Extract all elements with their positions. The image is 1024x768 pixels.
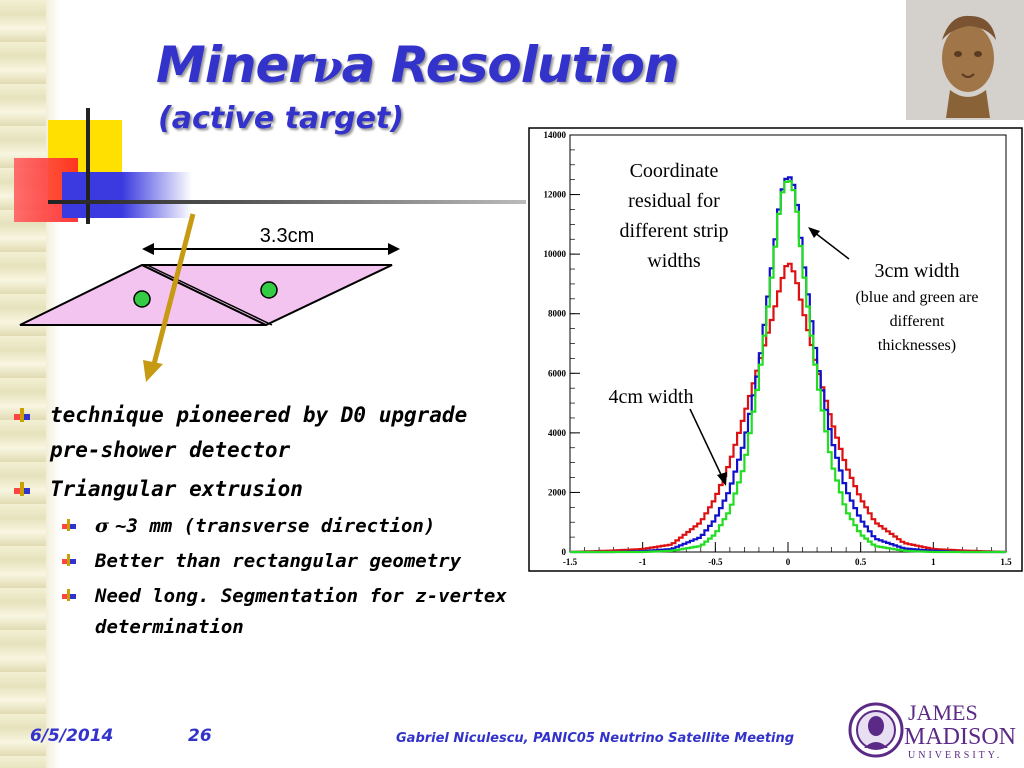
bullet-icon xyxy=(14,482,30,496)
resolution-histogram-chart: 0 2000 4000 6000 8000 10000 12000 14000 -1.5 -1 -0… xyxy=(528,127,1023,572)
ann-3cm-note-line: (blue and green are xyxy=(855,289,978,306)
y-tick-label: 0 xyxy=(562,547,567,557)
strip-detector-diagram: 3.3cm xyxy=(19,213,400,382)
sigma-symbol: σ xyxy=(95,515,110,537)
sub-bullet-item: Better than rectangular geometry xyxy=(14,546,514,577)
annotation-3cm: 3cm width xyxy=(875,260,960,282)
decorative-horizontal-line xyxy=(48,200,526,204)
decorative-vertical-line xyxy=(86,108,90,224)
title-part-1: Miner xyxy=(156,36,313,94)
series-group xyxy=(570,176,1006,554)
x-tick-label: -1.5 xyxy=(563,557,578,567)
sub-bullet-item: σ ~3 mm (transverse direction) xyxy=(14,511,514,542)
fiber-left xyxy=(133,290,151,308)
portrait-image xyxy=(906,0,1024,120)
sub-bullet-icon xyxy=(62,519,76,531)
particle-track-line xyxy=(150,213,196,369)
x-tick-label: -1 xyxy=(639,557,647,567)
particle-track-arrow xyxy=(143,360,163,382)
ann-4cm-line: 4cm width xyxy=(609,386,694,408)
y-tick-label: 6000 xyxy=(548,368,567,378)
slide-title: Minerνa Resolution xyxy=(156,36,679,94)
bullet-list: technique pioneered by D0 upgrade pre-sh… xyxy=(14,398,514,647)
y-tick-label: 10000 xyxy=(544,249,567,259)
footer-date: 6/5/2014 xyxy=(30,726,114,746)
decorative-left-strip xyxy=(0,0,60,768)
x-tick-label: 0.5 xyxy=(855,557,867,567)
ann-main-line: Coordinate xyxy=(630,160,719,182)
bullet-item: technique pioneered by D0 upgrade pre-sh… xyxy=(14,398,514,468)
fiber-right xyxy=(260,281,278,299)
decorative-blue-square xyxy=(62,172,192,218)
footer-page-number: 26 xyxy=(188,726,212,746)
jmu-logo: JAMES MADISON UNIVERSITY. xyxy=(848,700,1016,761)
y-tick-label: 4000 xyxy=(548,428,567,438)
sub-bullet-text: Better than rectangular geometry xyxy=(95,550,462,572)
dimension-arrow-left xyxy=(142,243,154,255)
x-tick-label: 1 xyxy=(931,557,936,567)
dimension-arrow-right xyxy=(388,243,400,255)
sub-bullet-item: Need long. Segmentation for z-vertex det… xyxy=(14,581,514,643)
ann-3cm-note-line: different xyxy=(890,313,945,330)
series-line-2 xyxy=(570,180,1006,554)
sub-bullet-text: ~3 mm (transverse direction) xyxy=(115,515,436,537)
bullet-text: Triangular extrusion xyxy=(50,477,303,501)
arrow-4cm-head xyxy=(717,472,727,486)
bullet-icon xyxy=(14,408,30,422)
title-nu: ν xyxy=(312,42,343,93)
arrow-4cm-line xyxy=(689,408,725,482)
slide-subtitle: (active target) xyxy=(158,101,404,136)
chart-frame-border xyxy=(528,127,1023,572)
ann-main-line: residual for xyxy=(628,190,720,212)
sub-bullet-icon xyxy=(62,589,76,601)
ann-main-line: widths xyxy=(647,250,701,272)
bullet-item: Triangular extrusion xyxy=(14,472,514,507)
title-part-2: a Resolution xyxy=(341,36,680,94)
x-tick-label: 1.5 xyxy=(1000,557,1012,567)
y-tick-label: 14000 xyxy=(544,130,567,140)
ann-3cm-note-line: thicknesses) xyxy=(878,337,956,354)
sub-bullet-icon xyxy=(62,554,76,566)
series-line-0 xyxy=(570,262,1006,553)
y-tick-label: 2000 xyxy=(548,487,567,497)
sub-bullet-text: Need long. Segmentation for z-vertex det… xyxy=(95,585,507,638)
series-line-1 xyxy=(570,176,1006,554)
logo-line-3: UNIVERSITY. xyxy=(908,750,1002,761)
strip-boundary-line xyxy=(146,264,273,326)
logo-line-2: MADISON xyxy=(904,724,1016,750)
x-tick-label: 0 xyxy=(786,557,791,567)
x-tick-label: -0.5 xyxy=(708,557,723,567)
bullet-text: technique pioneered by D0 upgrade pre-sh… xyxy=(50,403,468,462)
annotations: Coordinate residual for different strip wid… xyxy=(609,160,979,486)
logo-line-1: JAMES xyxy=(908,700,978,725)
footer-text: Gabriel Niculescu, PANIC05 Neutrino Sate… xyxy=(396,731,795,746)
y-tick-label: 8000 xyxy=(548,309,567,319)
ann-main-line: different strip xyxy=(619,220,728,242)
ann-3cm-line: 3cm width xyxy=(875,260,960,282)
y-tick-label: 12000 xyxy=(544,190,567,200)
annotation-4cm: 4cm width xyxy=(609,386,694,408)
jmu-seal-icon xyxy=(848,702,904,758)
arrow-3cm-head xyxy=(808,227,820,238)
width-label: 3.3cm xyxy=(260,225,314,247)
annotation-3cm-note: (blue and green are different thicknesses) xyxy=(855,289,978,354)
annotation-main: Coordinate residual for different strip wid… xyxy=(619,160,728,272)
